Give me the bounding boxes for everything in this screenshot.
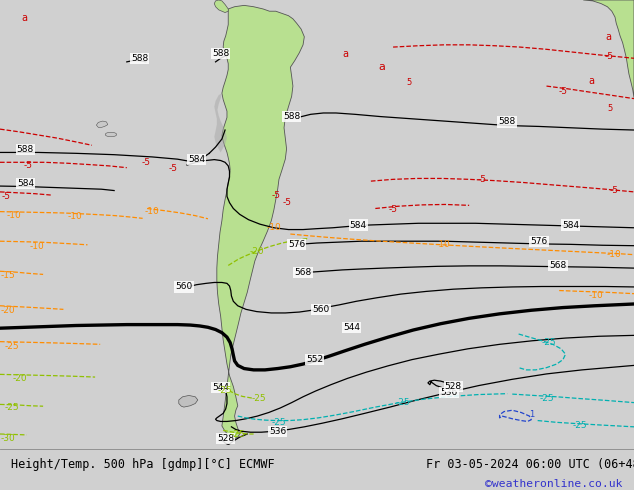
Text: 528: 528 — [444, 382, 462, 391]
Text: -10: -10 — [29, 242, 44, 251]
Text: 528: 528 — [217, 434, 235, 443]
Text: ©weatheronline.co.uk: ©weatheronline.co.uk — [485, 479, 623, 489]
Text: 588: 588 — [131, 54, 148, 63]
Text: Height/Temp. 500 hPa [gdmp][°C] ECMWF: Height/Temp. 500 hPa [gdmp][°C] ECMWF — [11, 458, 275, 471]
Text: -25: -25 — [271, 418, 287, 427]
Text: -20: -20 — [0, 306, 15, 315]
Text: -5: -5 — [271, 191, 280, 199]
Text: -5: -5 — [141, 158, 150, 167]
Text: 588: 588 — [498, 118, 516, 126]
Polygon shape — [179, 395, 198, 407]
Text: 1: 1 — [529, 410, 534, 419]
Text: 568: 568 — [549, 261, 567, 270]
Text: 576: 576 — [530, 237, 548, 245]
Text: -10: -10 — [588, 291, 604, 299]
Text: -15: -15 — [0, 271, 15, 280]
Text: 588: 588 — [212, 49, 230, 58]
Text: 588: 588 — [283, 112, 301, 121]
Text: -10: -10 — [6, 211, 22, 220]
Text: -30: -30 — [0, 434, 15, 443]
Text: 536: 536 — [440, 388, 458, 397]
Polygon shape — [583, 0, 634, 98]
Text: -5: -5 — [24, 161, 33, 171]
Text: 536: 536 — [269, 427, 287, 436]
Text: -25: -25 — [573, 421, 588, 430]
Text: a: a — [21, 13, 27, 23]
Text: -25: -25 — [395, 398, 410, 407]
Text: -25: -25 — [541, 339, 556, 347]
Text: -10: -10 — [145, 207, 160, 216]
Polygon shape — [96, 121, 108, 128]
Text: 584: 584 — [562, 220, 579, 230]
Text: -25: -25 — [539, 393, 554, 403]
Text: 544: 544 — [212, 383, 229, 392]
Text: -10: -10 — [606, 250, 621, 259]
Text: Fr 03-05-2024 06:00 UTC (06+48): Fr 03-05-2024 06:00 UTC (06+48) — [426, 458, 634, 471]
Text: 560: 560 — [175, 282, 193, 292]
Polygon shape — [214, 0, 228, 13]
Text: -25: -25 — [251, 393, 266, 403]
Text: 584: 584 — [188, 155, 205, 164]
Text: -25: -25 — [4, 342, 19, 351]
Text: -20: -20 — [249, 246, 264, 256]
Text: -20: -20 — [13, 374, 28, 383]
Text: 584: 584 — [16, 179, 34, 188]
Text: -25: -25 — [217, 387, 233, 395]
Text: -5: -5 — [282, 198, 291, 207]
Text: -25: -25 — [230, 430, 245, 440]
Text: 544: 544 — [344, 323, 360, 332]
Text: a: a — [342, 49, 349, 59]
Text: -5: -5 — [609, 187, 618, 196]
Text: 568: 568 — [294, 268, 312, 277]
Polygon shape — [214, 93, 227, 152]
Text: -25: -25 — [4, 403, 19, 413]
Text: 5: 5 — [607, 104, 612, 113]
Text: -5: -5 — [477, 175, 486, 184]
Polygon shape — [217, 5, 304, 439]
Text: -5: -5 — [604, 51, 613, 61]
Text: 588: 588 — [16, 145, 34, 154]
Text: a: a — [605, 32, 612, 42]
Ellipse shape — [105, 132, 117, 137]
Text: 576: 576 — [288, 240, 306, 249]
Text: -10: -10 — [435, 240, 450, 249]
Text: -5: -5 — [2, 192, 11, 201]
Text: 5: 5 — [406, 78, 411, 87]
Text: -10: -10 — [266, 223, 281, 232]
Text: 552: 552 — [306, 355, 323, 364]
Text: -5: -5 — [169, 164, 178, 172]
Text: -10: -10 — [67, 212, 82, 221]
Text: a: a — [588, 75, 594, 86]
Text: 584: 584 — [349, 220, 367, 230]
Text: a: a — [378, 62, 385, 72]
Text: 560: 560 — [312, 305, 330, 314]
Text: -5: -5 — [559, 87, 567, 97]
Text: -5: -5 — [389, 205, 398, 214]
